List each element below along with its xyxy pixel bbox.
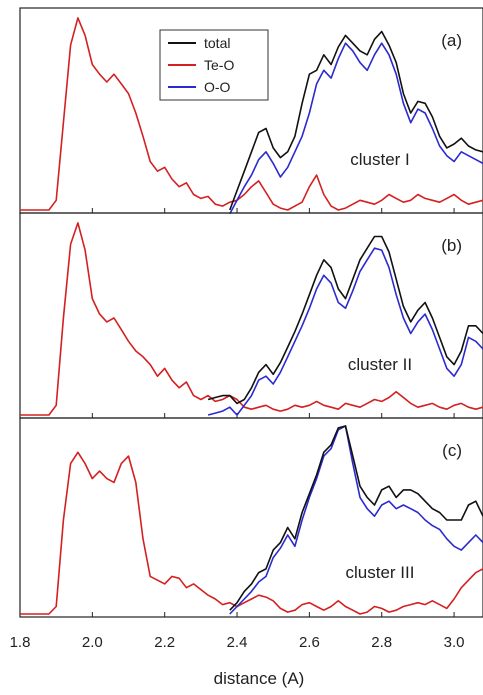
series-line-oo [229, 425, 483, 615]
series-line-oo [207, 247, 483, 416]
cluster-annotation: cluster I [350, 150, 410, 169]
series-line-total [229, 30, 483, 211]
legend-label: Te-O [204, 57, 234, 73]
series-line-oo [229, 42, 483, 215]
series-line-total [207, 235, 483, 405]
panel-frame [19, 417, 483, 618]
legend-label: total [204, 35, 230, 51]
panel-label: (c) [442, 441, 462, 460]
panel-label: (a) [441, 31, 462, 50]
x-tick-label: 2.2 [154, 634, 175, 651]
series-line-teo [20, 17, 483, 211]
x-tick-label: 2.0 [82, 634, 103, 651]
legend-label: O-O [204, 79, 231, 95]
series-line-total [229, 425, 483, 611]
x-tick-label: 2.8 [371, 634, 392, 651]
x-tick-label: 2.4 [227, 634, 248, 651]
series-line-teo [20, 451, 483, 615]
panel-label: (b) [441, 236, 462, 255]
cluster-annotation: cluster III [346, 563, 415, 582]
x-axis-title: distance (A) [214, 669, 305, 688]
series-line-teo [20, 222, 483, 416]
cluster-annotation: cluster II [348, 355, 412, 374]
x-tick-label: 3.0 [444, 634, 465, 651]
x-tick-label: 1.8 [10, 634, 31, 651]
x-tick-label: 2.6 [299, 634, 320, 651]
